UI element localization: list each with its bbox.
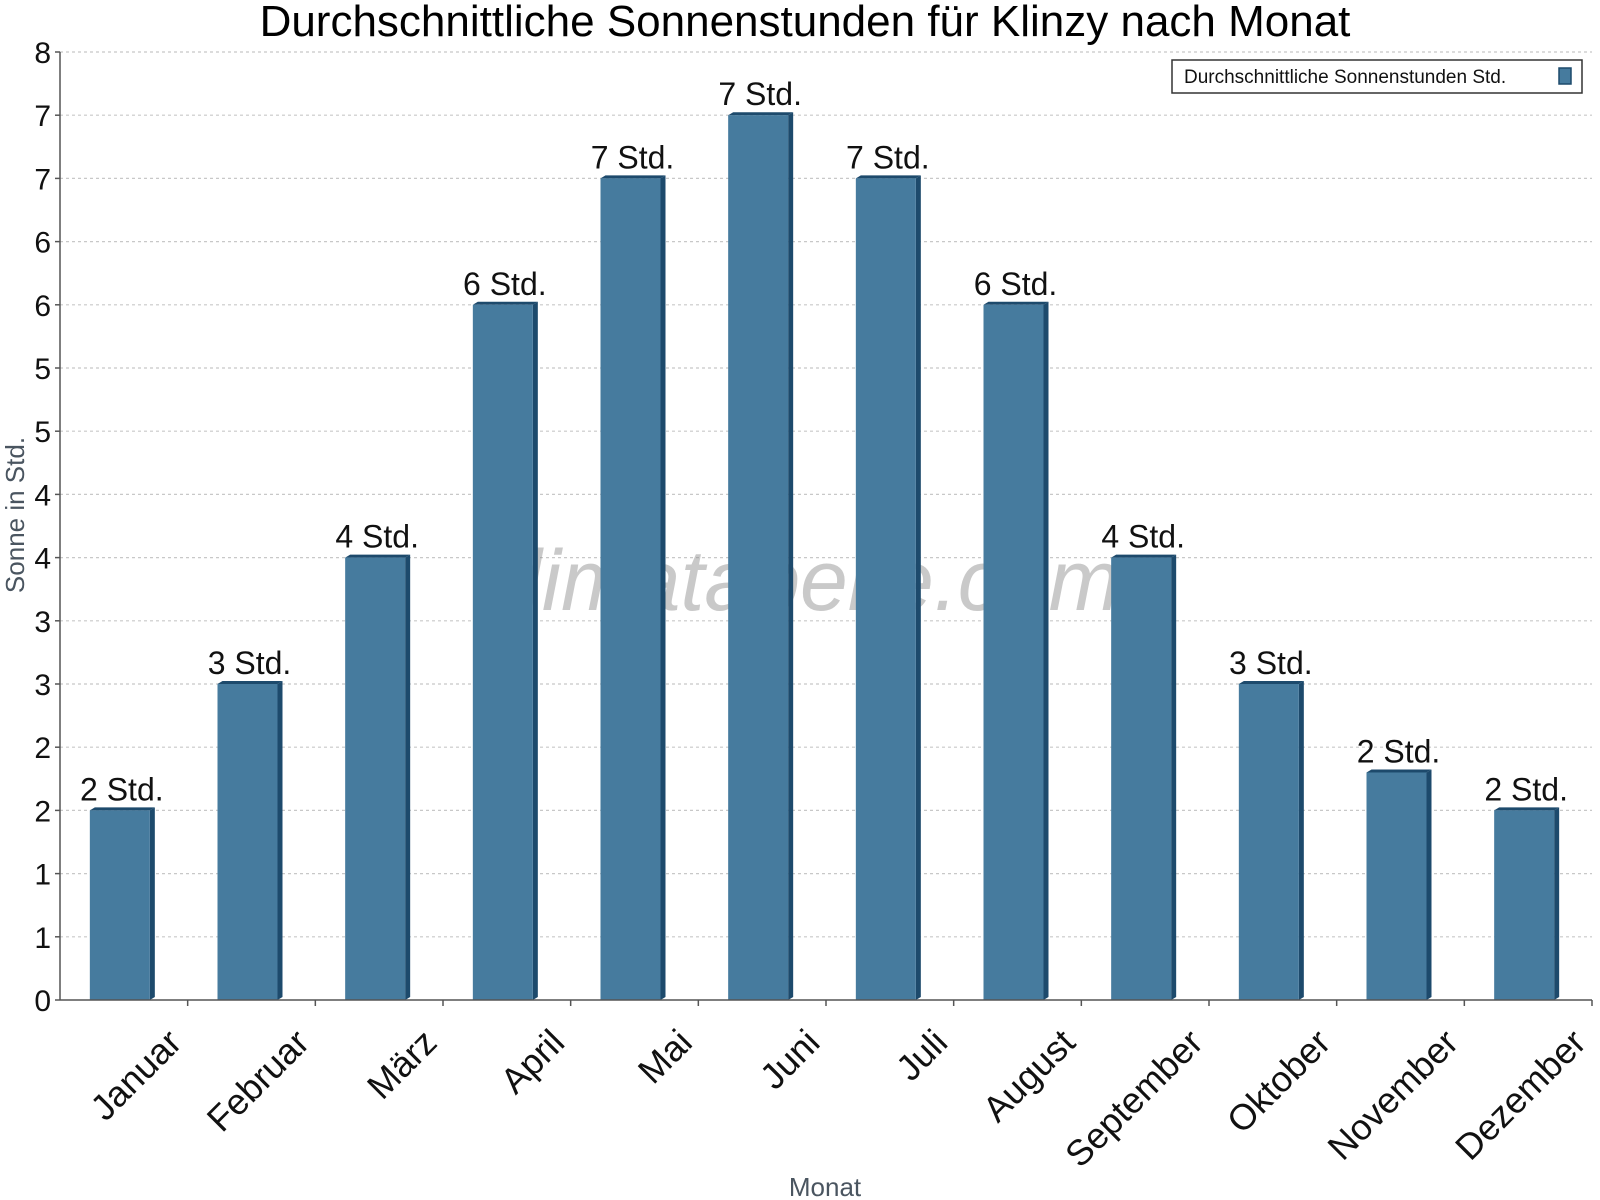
legend-swatch — [1558, 67, 1572, 85]
bar — [89, 810, 150, 1000]
bar-side — [277, 681, 283, 1000]
bar-side — [788, 112, 794, 1000]
data-label: 3 Std. — [208, 645, 292, 681]
y-tick-label: 3 — [34, 669, 51, 702]
data-label: 2 Std. — [80, 771, 164, 807]
data-label: 6 Std. — [974, 266, 1058, 302]
y-tick-label: 0 — [34, 985, 51, 1018]
grid-lines — [60, 51, 1592, 938]
y-axis-title: Sonne in Std. — [0, 437, 30, 593]
x-tick-label: August — [975, 1021, 1083, 1129]
data-label: 2 Std. — [1357, 733, 1441, 769]
bar-top — [1238, 681, 1304, 684]
y-tick-label: 3 — [34, 606, 51, 639]
x-tick-label: Februar — [199, 1021, 317, 1139]
data-labels: 2 Std. 3 Std. 4 Std. 6 Std. 7 Std. 7 Std. 7 St… — [80, 76, 1568, 807]
x-tick-label: September — [1057, 1021, 1211, 1175]
y-tick-label: 7 — [34, 100, 51, 133]
bar — [983, 304, 1044, 1000]
y-tick-label: 2 — [34, 795, 51, 828]
data-label: 7 Std. — [718, 76, 802, 112]
bar-top — [217, 681, 283, 684]
data-label: 4 Std. — [335, 519, 419, 555]
bar-top — [1111, 554, 1177, 558]
y-tick-labels: 0 1 1 2 2 3 3 4 4 5 5 6 6 7 7 8 — [34, 37, 51, 1018]
bar — [600, 178, 661, 1000]
y-tick-label: 6 — [34, 290, 51, 323]
y-tick-label: 6 — [34, 227, 51, 260]
bar-top — [983, 301, 1049, 305]
bar — [217, 684, 278, 1000]
bar-side — [915, 175, 921, 1000]
axes — [55, 51, 1593, 1006]
x-tick-label: Mai — [630, 1021, 700, 1091]
bar — [345, 557, 406, 1000]
y-tick-label: 4 — [34, 543, 51, 576]
bar — [1494, 810, 1555, 1000]
y-tick-label: 1 — [34, 922, 51, 955]
bar-side — [1298, 681, 1304, 1000]
bar-side — [1426, 769, 1432, 1000]
y-tick-label: 1 — [34, 859, 51, 892]
x-tick-label: Juli — [888, 1021, 955, 1088]
bar-side — [405, 554, 411, 1000]
bar — [1366, 772, 1427, 1000]
x-tick-label: Juni — [752, 1021, 828, 1097]
x-tick-label: Oktober — [1219, 1021, 1339, 1141]
bar-top — [89, 807, 155, 811]
x-tick-label: Januar — [82, 1021, 189, 1128]
x-tick-label: März — [359, 1021, 445, 1107]
y-tick-label: 8 — [34, 37, 51, 70]
x-axis-title: Monat — [789, 1172, 862, 1200]
y-tick-label: 5 — [34, 353, 51, 386]
bar-top — [855, 175, 921, 179]
bar-side — [660, 175, 666, 1000]
legend-label: Durchschnittliche Sonnenstunden Std. — [1184, 67, 1506, 88]
bar-side — [149, 807, 155, 1000]
legend: Durchschnittliche Sonnenstunden Std. — [1171, 59, 1583, 94]
bar-top — [728, 112, 794, 116]
data-label: 7 Std. — [591, 139, 675, 175]
x-tick-label: November — [1319, 1021, 1465, 1167]
bar — [855, 178, 916, 1000]
legend-box — [1171, 59, 1583, 94]
bar-side — [1554, 807, 1560, 1000]
chart-title: Durchschnittliche Sonnenstunden für Klin… — [260, 0, 1351, 46]
data-label: 6 Std. — [463, 266, 547, 302]
y-tick-label: 2 — [34, 732, 51, 765]
bar — [1238, 684, 1299, 1000]
bar-top — [472, 301, 538, 305]
bar — [728, 115, 789, 1000]
bars — [89, 112, 1560, 1000]
data-label: 2 Std. — [1484, 771, 1568, 807]
y-tick-label: 5 — [34, 416, 51, 449]
data-label: 3 Std. — [1229, 645, 1313, 681]
bar-side — [1043, 301, 1049, 1000]
bar-top — [600, 175, 666, 179]
bar-top — [1366, 769, 1432, 773]
bar-top — [1494, 807, 1560, 811]
bar-top — [345, 554, 411, 558]
y-tick-label: 7 — [34, 163, 51, 196]
y-tick-label: 4 — [34, 479, 51, 512]
x-tick-label: Dezember — [1447, 1021, 1593, 1167]
bar — [1111, 557, 1172, 1000]
x-tick-label: April — [492, 1021, 572, 1101]
data-label: 7 Std. — [846, 139, 930, 175]
data-label: 4 Std. — [1101, 519, 1185, 555]
bar — [472, 304, 533, 1000]
bar-side — [1171, 554, 1177, 1000]
x-tick-labels: Januar Februar März April Mai Juni Juli AugustS… — [82, 1021, 1593, 1175]
bar-side — [532, 301, 538, 1000]
